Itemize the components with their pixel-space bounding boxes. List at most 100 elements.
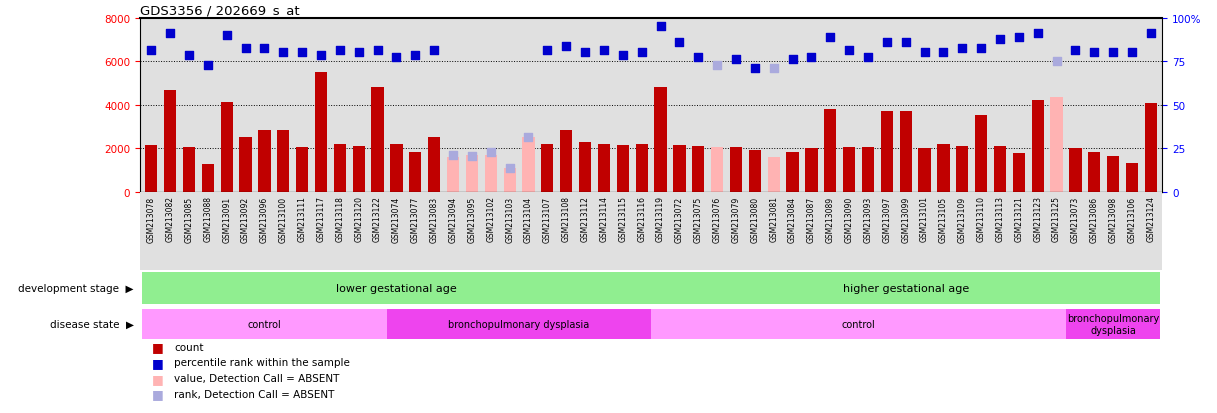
Text: GSM213075: GSM213075 [694,196,702,242]
Bar [202,164,214,192]
Point [1142,31,1161,37]
Point [198,63,218,69]
Bar [353,147,365,192]
Bar [786,153,798,192]
Point [1066,48,1086,55]
Text: GSM213073: GSM213073 [1071,196,1079,242]
Text: GSM213076: GSM213076 [713,196,722,242]
Point [858,54,877,61]
Text: GSM213120: GSM213120 [354,196,363,242]
Point [500,165,520,171]
Bar [258,130,270,192]
Text: GSM213084: GSM213084 [789,196,797,242]
Point [518,135,538,141]
Bar [692,147,705,192]
Bar [843,147,856,192]
Point [613,52,633,59]
Bar [277,130,290,192]
Point [161,31,180,37]
Text: GSM213119: GSM213119 [656,196,664,242]
Text: GSM213077: GSM213077 [411,196,420,242]
Text: control: control [247,319,281,329]
Text: GSM213102: GSM213102 [487,196,495,242]
Bar [673,145,685,192]
Bar [748,151,761,192]
Point [689,54,708,61]
Point [933,50,953,57]
Bar [542,145,554,192]
Text: GSM213083: GSM213083 [430,196,438,242]
Text: lower gestational age: lower gestational age [336,283,456,293]
Text: ■: ■ [152,340,164,354]
Point [274,50,293,57]
Text: GSM213079: GSM213079 [731,196,740,242]
Text: GSM213080: GSM213080 [751,196,759,242]
Point [764,65,784,72]
Text: control: control [842,319,875,329]
Bar [240,138,252,192]
Bar [919,149,931,192]
Text: percentile rank within the sample: percentile rank within the sample [174,358,350,368]
Point [141,48,161,55]
Text: GSM213106: GSM213106 [1128,196,1137,242]
Text: GSM213086: GSM213086 [1090,196,1099,242]
Point [594,48,613,55]
Text: GSM213124: GSM213124 [1146,196,1155,242]
Bar [142,272,651,304]
Text: GSM213103: GSM213103 [505,196,514,242]
Bar [881,112,893,192]
Text: GSM213115: GSM213115 [618,196,627,242]
Text: GSM213112: GSM213112 [581,196,589,242]
Point [840,48,859,55]
Text: bronchopulmonary dysplasia: bronchopulmonary dysplasia [448,319,590,329]
Point [1009,35,1028,41]
Bar [651,309,1066,339]
Bar [768,157,780,192]
Bar [937,145,949,192]
Text: GSM213089: GSM213089 [826,196,835,242]
Text: GSM213109: GSM213109 [958,196,966,242]
Bar [1126,164,1138,192]
Point [651,24,671,31]
Point [669,39,689,46]
Text: ■: ■ [152,356,164,369]
Point [405,52,425,59]
Point [991,37,1010,43]
Point [349,50,369,57]
Text: GSM213114: GSM213114 [600,196,608,242]
Text: GSM213072: GSM213072 [675,196,684,242]
Bar [975,116,987,192]
Point [783,57,802,63]
Text: GSM213074: GSM213074 [392,196,400,242]
Text: GSM213078: GSM213078 [147,196,156,242]
Point [292,50,312,57]
Text: GSM213094: GSM213094 [449,196,458,242]
Point [217,33,236,39]
Text: GSM213122: GSM213122 [374,196,382,242]
Point [953,45,972,52]
Text: GSM213100: GSM213100 [279,196,287,242]
Bar [1032,101,1044,192]
Bar [315,73,327,192]
Point [443,152,462,159]
Point [462,153,482,159]
Text: GSM213108: GSM213108 [562,196,571,242]
Point [254,45,274,52]
Text: GSM213096: GSM213096 [260,196,269,242]
Bar [655,88,667,192]
Bar [899,112,912,192]
Point [330,48,349,55]
Bar [1107,156,1120,192]
Point [707,63,727,69]
Text: GSM213088: GSM213088 [203,196,212,242]
Point [538,48,557,55]
Text: GSM213092: GSM213092 [241,196,249,242]
Point [820,35,840,41]
Text: GSM213087: GSM213087 [807,196,815,242]
Bar [333,145,346,192]
Bar [466,155,478,192]
Point [312,52,331,59]
Text: ■: ■ [152,372,164,385]
Point [896,39,915,46]
Text: GSM213090: GSM213090 [845,196,853,242]
